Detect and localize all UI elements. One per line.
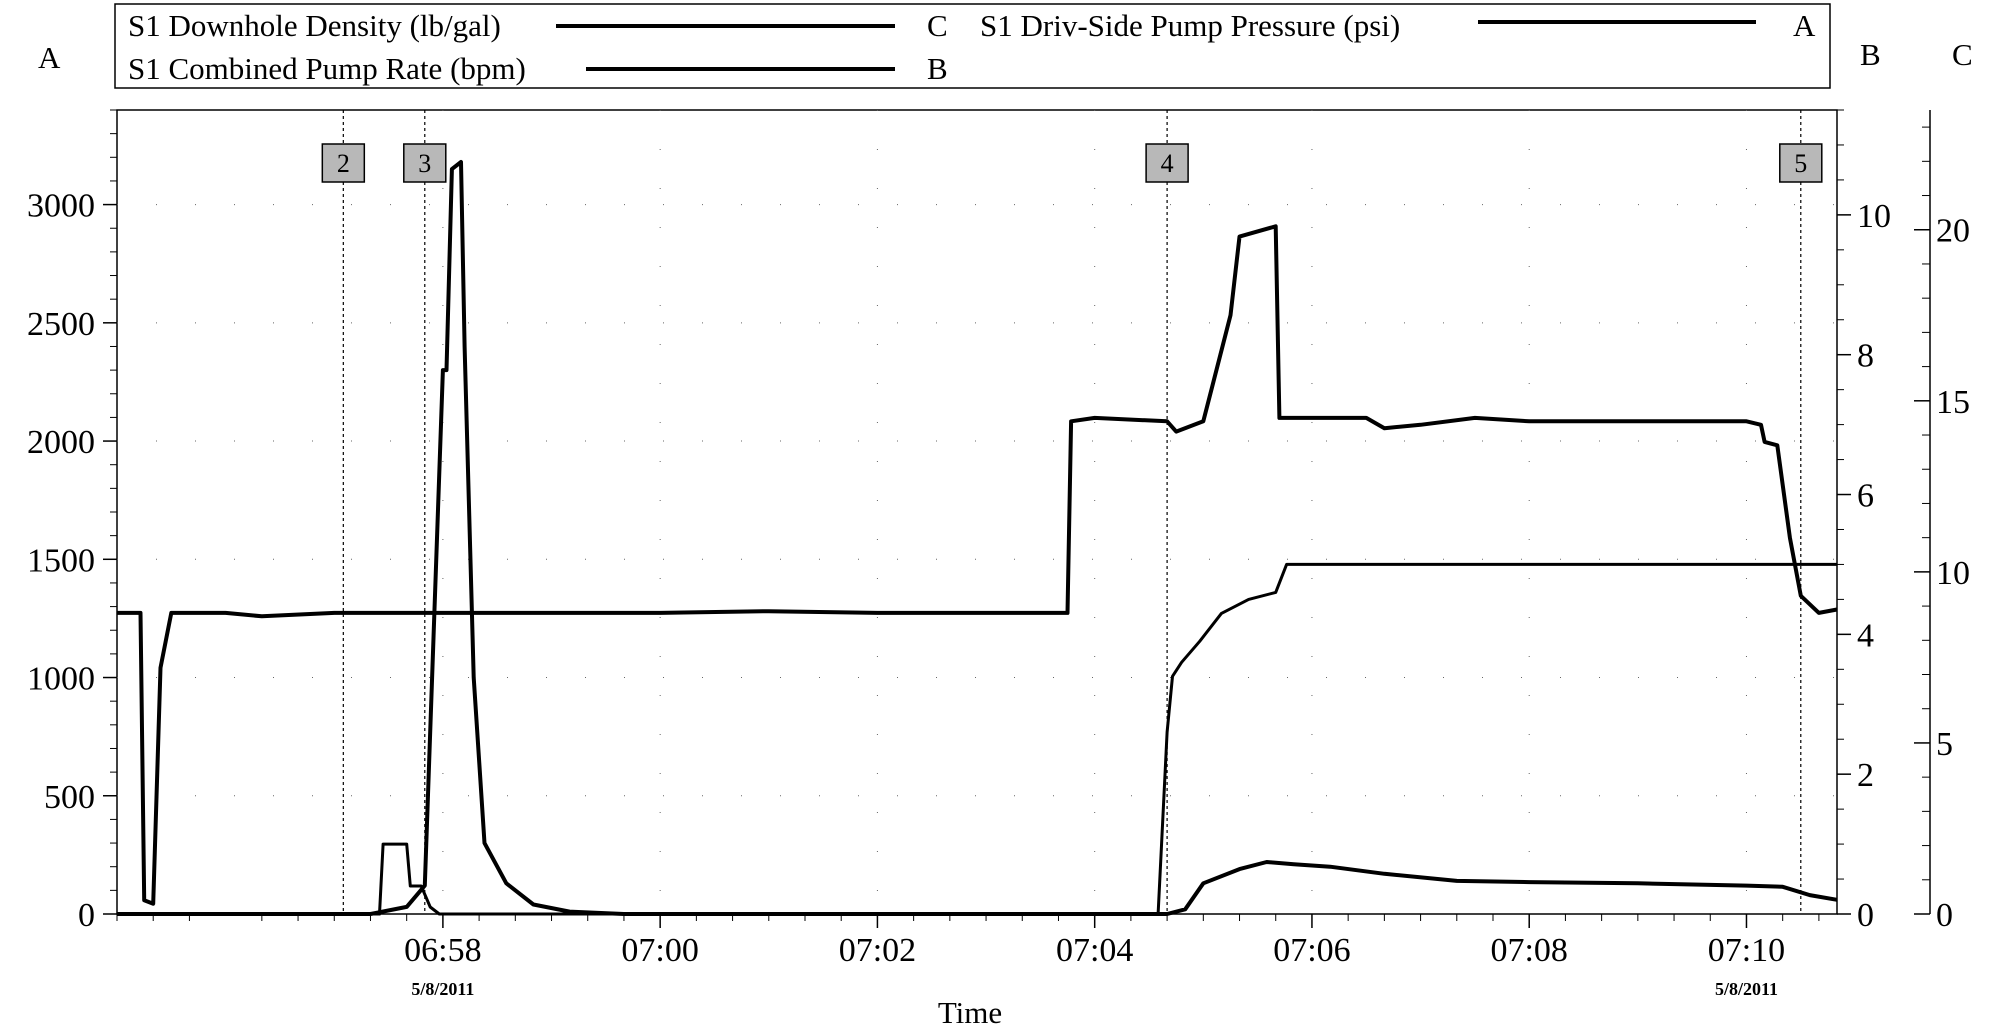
axis-a-tick-label: 1000: [27, 661, 95, 698]
marker-box-3: [403, 143, 447, 183]
x-tick-label: 07:00: [621, 932, 698, 969]
series-line-c: [117, 224, 1838, 906]
marker-label-4: 4: [1161, 149, 1174, 178]
axis-a-tick-label: 2500: [27, 306, 95, 343]
legend-entry-pressure: S1 Driv-Side Pump Pressure (psi): [980, 8, 1400, 43]
axis-b-tick-label: 4: [1857, 617, 1874, 654]
axis-a-tick-label: 500: [44, 779, 95, 816]
axis-b-tick-label: 2: [1857, 757, 1874, 794]
axis-a-tick-label: 2000: [27, 424, 95, 461]
legend-entry-rate: S1 Combined Pump Rate (bpm): [128, 51, 526, 86]
series: [117, 160, 1838, 916]
x-tick-label: 07:10: [1708, 932, 1785, 969]
legend-axis-density: C: [927, 8, 948, 43]
x-axis-title: Time: [938, 995, 1002, 1026]
x-tick-label: 07:08: [1490, 932, 1567, 969]
marker-label-3: 3: [418, 149, 431, 178]
grid: [117, 110, 1837, 914]
legend-frame: [114, 3, 1831, 89]
axes: 06:58 07:00 07:02 07:04 07:06 07:08 07:10 5/8/2…: [27, 109, 1970, 999]
plot-frame: [116, 109, 1838, 915]
axis-b-tick-label: 8: [1857, 338, 1874, 375]
legend-axis-pressure: A: [1793, 8, 1816, 43]
axis-c-tick-label: 20: [1936, 213, 1970, 250]
series-line-a: [117, 160, 1838, 916]
x-tick-label: 07:02: [839, 932, 916, 969]
axis-c-tick-label: 0: [1936, 897, 1953, 934]
axis-a-name: A: [38, 40, 61, 75]
axis-a-tick-label: 0: [78, 897, 95, 934]
marker-box-2: [321, 143, 366, 183]
axis-c-name: C: [1952, 37, 1973, 72]
axis-c-tick-label: 10: [1936, 555, 1970, 592]
axis-b-tick-label: 0: [1857, 897, 1874, 934]
x-date-label: 5/8/2011: [1715, 979, 1778, 999]
series-line-b: [117, 562, 1837, 916]
marker-box-4: [1145, 143, 1189, 183]
axis-b-tick-label: 10: [1857, 198, 1891, 235]
axis-c-tick-label: 5: [1936, 726, 1953, 763]
x-date-label: 5/8/2011: [411, 979, 474, 999]
marker-box-5: [1779, 143, 1823, 183]
axis-b-name: B: [1860, 37, 1881, 72]
legend: S1 Downhole Density (lb/gal) C S1 Driv-S…: [114, 3, 1831, 89]
x-tick-label: 07:06: [1273, 932, 1350, 969]
legend-axis-rate: B: [927, 51, 948, 86]
marker-label-5: 5: [1794, 149, 1807, 178]
event-markers: 2 3 4 5: [321, 110, 1823, 914]
legend-entry-density: S1 Downhole Density (lb/gal): [128, 8, 501, 43]
x-tick-label: 07:04: [1056, 932, 1133, 969]
x-tick-label: 06:58: [404, 932, 481, 969]
axis-a-tick-label: 3000: [27, 188, 95, 225]
axis-c-tick-label: 15: [1936, 384, 1970, 421]
axis-a-tick-label: 1500: [27, 542, 95, 579]
axis-b-tick-label: 6: [1857, 478, 1874, 515]
marker-label-2: 2: [337, 149, 350, 178]
